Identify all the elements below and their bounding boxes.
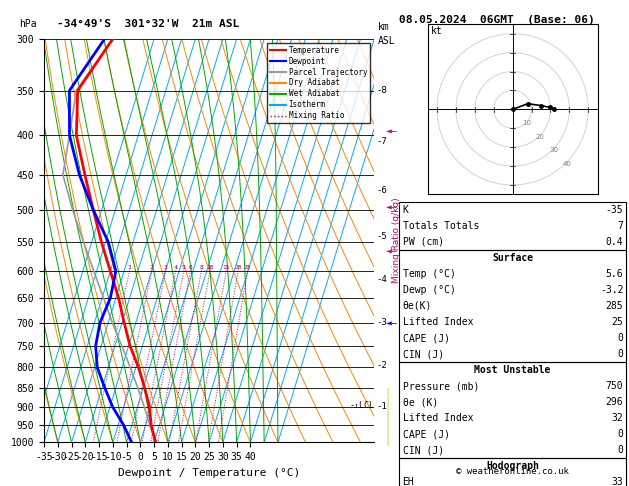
- Text: Most Unstable: Most Unstable: [474, 365, 551, 375]
- Text: 0: 0: [618, 333, 623, 343]
- Text: CAPE (J): CAPE (J): [403, 429, 450, 439]
- Text: hPa: hPa: [19, 19, 36, 30]
- Text: 25: 25: [244, 265, 252, 270]
- Text: ◄—: ◄—: [386, 246, 398, 256]
- Text: 10: 10: [206, 265, 214, 270]
- Text: 6: 6: [189, 265, 192, 270]
- Text: 3: 3: [164, 265, 167, 270]
- Text: 2: 2: [150, 265, 153, 270]
- Text: |: |: [386, 388, 390, 395]
- Text: Temp (°C): Temp (°C): [403, 269, 455, 279]
- Text: Dewp (°C): Dewp (°C): [403, 285, 455, 295]
- Text: Surface: Surface: [492, 253, 533, 263]
- Text: PW (cm): PW (cm): [403, 237, 443, 247]
- Text: |: |: [386, 411, 390, 418]
- Text: |: |: [386, 432, 390, 439]
- Text: CIN (J): CIN (J): [403, 445, 443, 455]
- Legend: Temperature, Dewpoint, Parcel Trajectory, Dry Adiabat, Wet Adiabat, Isotherm, Mi: Temperature, Dewpoint, Parcel Trajectory…: [267, 43, 370, 123]
- Text: 0: 0: [618, 445, 623, 455]
- Text: 20: 20: [235, 265, 242, 270]
- Text: Lifted Index: Lifted Index: [403, 317, 473, 327]
- Text: kt: kt: [431, 26, 443, 36]
- Text: -4: -4: [376, 276, 387, 284]
- Text: 10: 10: [521, 120, 531, 126]
- Text: |: |: [386, 403, 390, 411]
- Text: -3.2: -3.2: [600, 285, 623, 295]
- Text: 1: 1: [128, 265, 131, 270]
- Text: CAPE (J): CAPE (J): [403, 333, 450, 343]
- Text: 7: 7: [618, 221, 623, 231]
- Text: Lifted Index: Lifted Index: [403, 413, 473, 423]
- Text: © weatheronline.co.uk: © weatheronline.co.uk: [456, 467, 569, 476]
- Text: Totals Totals: Totals Totals: [403, 221, 479, 231]
- Text: 32: 32: [611, 413, 623, 423]
- Text: 285: 285: [606, 301, 623, 311]
- Text: -34°49'S  301°32'W  21m ASL: -34°49'S 301°32'W 21m ASL: [57, 19, 239, 30]
- Text: 750: 750: [606, 381, 623, 391]
- Text: ◄—: ◄—: [386, 202, 398, 212]
- Text: Hodograph: Hodograph: [486, 461, 539, 471]
- Text: -35: -35: [606, 205, 623, 215]
- Text: θe (K): θe (K): [403, 397, 438, 407]
- Text: |: |: [386, 396, 390, 403]
- Text: 15: 15: [223, 265, 230, 270]
- Text: 4: 4: [174, 265, 177, 270]
- Text: -5: -5: [376, 232, 387, 241]
- Text: 25: 25: [611, 317, 623, 327]
- Text: 0.4: 0.4: [606, 237, 623, 247]
- Text: km: km: [377, 22, 389, 32]
- Text: ASL: ASL: [377, 36, 395, 47]
- Text: EH: EH: [403, 477, 415, 486]
- Text: 5: 5: [182, 265, 186, 270]
- X-axis label: Dewpoint / Temperature (°C): Dewpoint / Temperature (°C): [118, 468, 300, 478]
- Text: -₁LCL: -₁LCL: [349, 400, 374, 410]
- Text: K: K: [403, 205, 408, 215]
- Text: 0: 0: [618, 349, 623, 359]
- Text: -3: -3: [376, 318, 387, 327]
- Text: -7: -7: [376, 137, 387, 146]
- Text: -2: -2: [376, 361, 387, 370]
- Text: |: |: [386, 425, 390, 432]
- Text: ◄—: ◄—: [386, 318, 398, 328]
- Text: CIN (J): CIN (J): [403, 349, 443, 359]
- Text: Mixing Ratio (g/kg): Mixing Ratio (g/kg): [392, 198, 401, 283]
- Text: ◄—: ◄—: [386, 126, 398, 136]
- Text: -6: -6: [376, 186, 387, 194]
- Text: -1: -1: [376, 402, 387, 411]
- Text: θe(K): θe(K): [403, 301, 432, 311]
- Text: 8: 8: [199, 265, 203, 270]
- Text: 33: 33: [611, 477, 623, 486]
- Text: Pressure (mb): Pressure (mb): [403, 381, 479, 391]
- Text: 08.05.2024  06GMT  (Base: 06): 08.05.2024 06GMT (Base: 06): [399, 15, 595, 25]
- Text: 30: 30: [549, 147, 558, 153]
- Text: |: |: [386, 418, 390, 425]
- Text: 0: 0: [618, 429, 623, 439]
- Text: -8: -8: [376, 86, 387, 95]
- Text: 5.6: 5.6: [606, 269, 623, 279]
- Text: |: |: [386, 439, 390, 446]
- Text: 20: 20: [535, 134, 544, 139]
- Text: 296: 296: [606, 397, 623, 407]
- Text: 40: 40: [562, 161, 572, 167]
